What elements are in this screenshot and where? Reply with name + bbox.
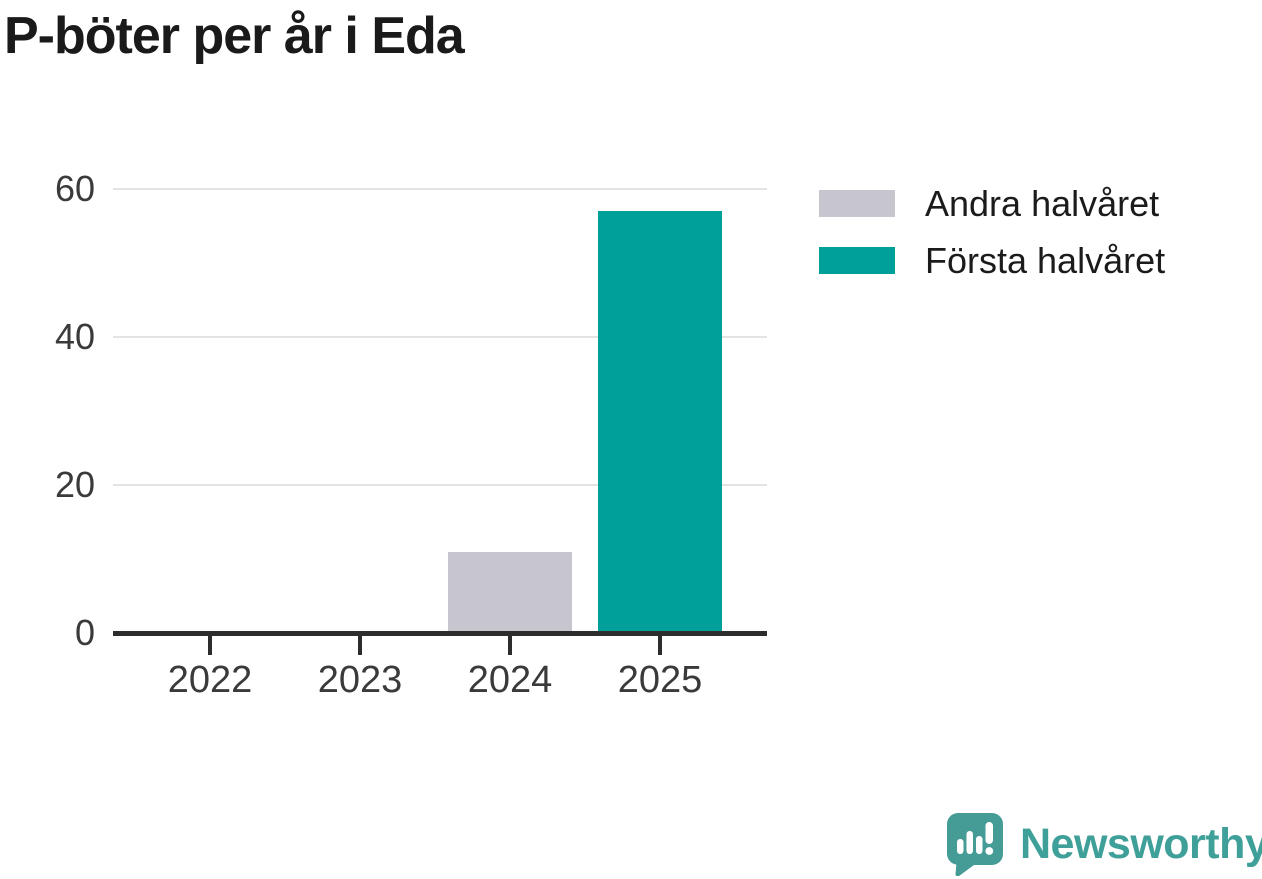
x-axis-tick-label: 2024 bbox=[467, 659, 553, 701]
legend-item-andra-halvaret: Andra halvåret bbox=[819, 183, 1165, 224]
y-axis-tick-label: 60 bbox=[54, 168, 95, 209]
x-axis-tick-mark bbox=[508, 636, 512, 655]
newsworthy-chart-bubble-icon bbox=[947, 813, 1003, 876]
x-axis-tick-label: 2022 bbox=[167, 659, 253, 701]
legend-label: Andra halvåret bbox=[925, 182, 1160, 224]
x-axis-line bbox=[113, 631, 767, 636]
x-axis-tick-label: 2025 bbox=[617, 659, 703, 701]
y-axis-tick-label: 20 bbox=[54, 464, 95, 505]
newsworthy-wordmark: Newsworthy bbox=[1020, 820, 1262, 868]
x-axis-tick-mark bbox=[208, 636, 212, 655]
chart-legend: Andra halvåret Första halvåret bbox=[819, 183, 1165, 304]
y-axis-tick-label: 40 bbox=[54, 316, 95, 357]
chart-title: P-böter per år i Eda bbox=[4, 7, 465, 65]
legend-swatch-andra-halvaret bbox=[819, 190, 895, 217]
legend-item-forsta-halvaret: Första halvåret bbox=[819, 240, 1165, 281]
x-axis-tick-mark bbox=[658, 636, 662, 655]
gridline bbox=[113, 188, 767, 190]
bar-2025-första-halvåret bbox=[598, 211, 722, 633]
legend-swatch-forsta-halvaret bbox=[819, 247, 895, 274]
x-axis-tick-mark bbox=[358, 636, 362, 655]
gridline bbox=[113, 484, 767, 486]
bar-2024-andra-halvåret bbox=[448, 551, 572, 633]
y-axis-tick-label: 0 bbox=[74, 612, 95, 653]
legend-label: Första halvåret bbox=[925, 239, 1166, 281]
gridline bbox=[113, 336, 767, 338]
x-axis-tick-label: 2023 bbox=[317, 659, 403, 701]
newsworthy-branding: Newsworthy bbox=[946, 812, 1262, 876]
